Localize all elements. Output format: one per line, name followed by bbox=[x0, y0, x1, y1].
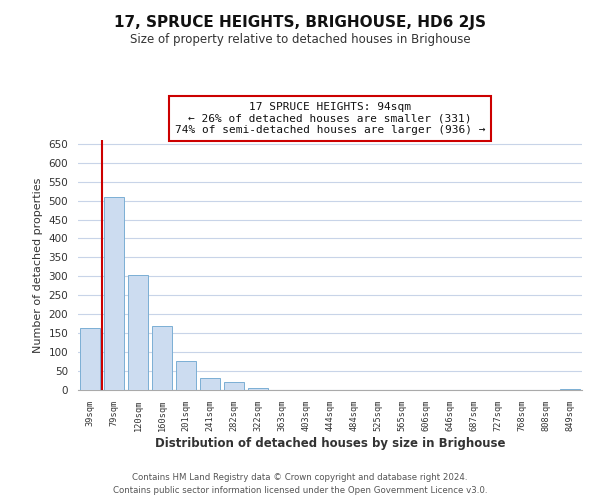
Y-axis label: Number of detached properties: Number of detached properties bbox=[33, 178, 43, 352]
Bar bbox=[248, 388, 268, 390]
Text: 17, SPRUCE HEIGHTS, BRIGHOUSE, HD6 2JS: 17, SPRUCE HEIGHTS, BRIGHOUSE, HD6 2JS bbox=[114, 15, 486, 30]
X-axis label: Distribution of detached houses by size in Brighouse: Distribution of detached houses by size … bbox=[155, 437, 505, 450]
Bar bbox=[224, 382, 244, 390]
Text: Size of property relative to detached houses in Brighouse: Size of property relative to detached ho… bbox=[130, 32, 470, 46]
Bar bbox=[152, 326, 172, 390]
Bar bbox=[128, 275, 148, 390]
Bar bbox=[560, 389, 580, 390]
Bar bbox=[80, 328, 100, 390]
Text: Contains HM Land Registry data © Crown copyright and database right 2024.
Contai: Contains HM Land Registry data © Crown c… bbox=[113, 474, 487, 495]
Bar bbox=[104, 197, 124, 390]
Bar bbox=[176, 361, 196, 390]
Bar bbox=[200, 378, 220, 390]
Text: 17 SPRUCE HEIGHTS: 94sqm
← 26% of detached houses are smaller (331)
74% of semi-: 17 SPRUCE HEIGHTS: 94sqm ← 26% of detach… bbox=[175, 102, 485, 135]
